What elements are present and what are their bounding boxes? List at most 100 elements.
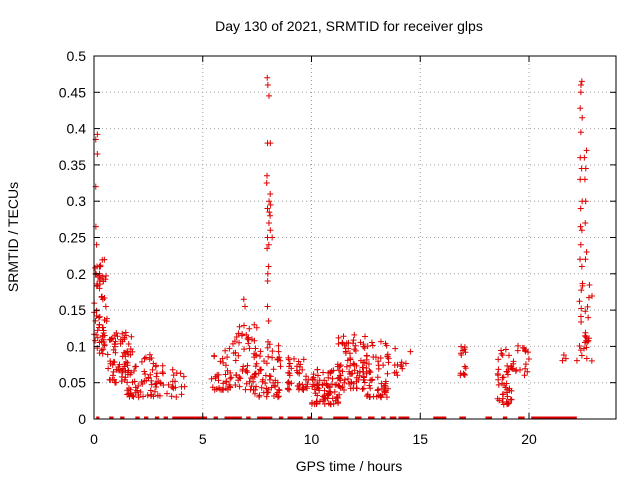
- data-point: [110, 368, 117, 375]
- data-point: [128, 333, 135, 340]
- data-point: [209, 384, 216, 391]
- data-point: [583, 147, 590, 154]
- data-point: [169, 366, 176, 373]
- data-point: [245, 340, 252, 347]
- y-tick-label: 0.05: [59, 375, 86, 391]
- data-point: [578, 263, 585, 270]
- x-axis-label: GPS time / hours: [296, 458, 403, 474]
- data-point: [296, 381, 303, 388]
- data-point: [360, 385, 367, 392]
- data-point: [135, 394, 142, 401]
- data-point: [335, 367, 342, 374]
- data-point: [108, 335, 115, 342]
- data-point: [375, 386, 382, 393]
- data-point: [101, 316, 108, 323]
- data-point: [369, 342, 376, 349]
- data-point: [458, 343, 465, 350]
- data-point: [126, 393, 133, 400]
- y-tick-label: 0.35: [59, 157, 86, 173]
- data-point: [346, 368, 353, 375]
- data-point: [239, 331, 246, 338]
- data-point: [504, 362, 511, 369]
- data-point: [300, 386, 307, 393]
- data-point: [328, 381, 335, 388]
- data-point: [277, 357, 284, 364]
- data-point: [262, 380, 269, 387]
- data-point: [226, 383, 233, 390]
- data-point: [559, 357, 566, 364]
- data-point: [407, 348, 414, 355]
- data-point: [494, 395, 501, 402]
- data-point: [99, 333, 106, 340]
- data-point: [286, 370, 293, 377]
- data-point: [583, 334, 590, 341]
- data-point: [582, 165, 589, 172]
- data-point: [329, 375, 336, 382]
- data-point: [321, 400, 328, 407]
- data-point: [393, 369, 400, 376]
- y-tick-label: 0.45: [59, 84, 86, 100]
- data-point: [103, 315, 110, 322]
- data-point: [578, 305, 585, 312]
- data-point: [345, 376, 352, 383]
- data-point: [314, 381, 321, 388]
- data-point: [314, 366, 321, 373]
- data-point: [275, 342, 282, 349]
- data-point: [293, 367, 300, 374]
- data-point: [236, 323, 243, 330]
- data-point: [356, 372, 363, 379]
- data-point: [383, 342, 390, 349]
- data-point: [577, 82, 584, 89]
- data-point: [314, 372, 321, 379]
- data-point: [499, 398, 506, 405]
- data-point: [235, 352, 242, 359]
- data-point: [168, 393, 175, 400]
- data-point: [337, 362, 344, 369]
- data-point: [462, 365, 469, 372]
- data-point: [577, 241, 584, 248]
- data-point: [267, 212, 274, 219]
- data-point: [576, 343, 583, 350]
- data-point: [133, 387, 140, 394]
- data-point: [264, 245, 271, 252]
- data-point: [228, 374, 235, 381]
- data-point: [240, 363, 247, 370]
- data-point: [242, 303, 249, 310]
- data-point: [135, 382, 142, 389]
- data-point: [269, 348, 276, 355]
- data-point: [264, 278, 271, 285]
- data-point: [140, 393, 147, 400]
- data-point: [357, 339, 364, 346]
- data-point: [498, 347, 505, 354]
- data-point: [101, 342, 108, 349]
- data-point: [353, 374, 360, 381]
- data-point: [336, 383, 343, 390]
- data-point: [96, 313, 103, 320]
- data-point: [370, 354, 377, 361]
- data-point: [172, 378, 179, 385]
- data-point: [524, 368, 531, 375]
- data-point: [153, 370, 160, 377]
- data-point: [364, 343, 371, 350]
- y-axis-label: SRMTID / TECUs: [5, 182, 21, 292]
- data-point: [263, 393, 270, 400]
- data-point: [146, 351, 153, 358]
- data-point: [177, 370, 184, 377]
- data-point: [151, 388, 158, 395]
- data-point: [240, 296, 247, 303]
- data-point: [577, 205, 584, 212]
- x-tick-label: 5: [199, 431, 207, 447]
- data-point: [503, 368, 510, 375]
- data-point: [112, 338, 119, 345]
- data-point: [284, 379, 291, 386]
- data-point: [367, 385, 374, 392]
- data-point: [138, 358, 145, 365]
- data-point: [378, 394, 385, 401]
- data-point: [101, 295, 108, 302]
- data-point: [220, 386, 227, 393]
- data-point: [339, 383, 346, 390]
- data-point: [252, 363, 259, 370]
- data-point: [262, 372, 269, 379]
- data-point: [215, 377, 222, 384]
- data-point: [180, 373, 187, 380]
